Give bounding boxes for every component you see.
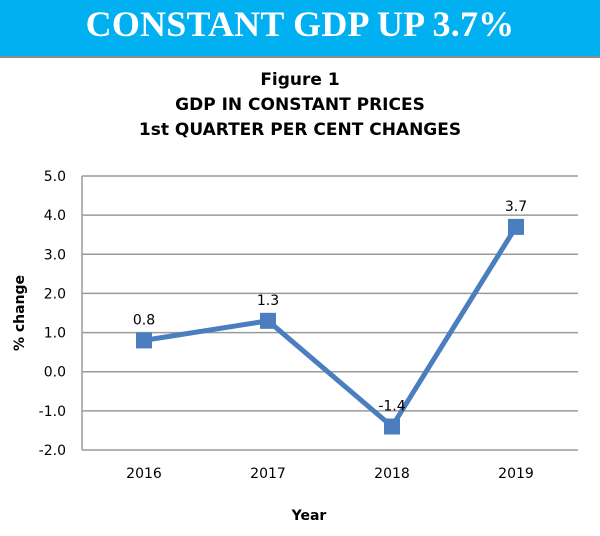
data-point-marker	[260, 312, 276, 329]
data-label: 1.3	[257, 293, 279, 309]
y-tick-label: -1.0	[39, 404, 66, 420]
x-tick-label: 2016	[126, 466, 162, 482]
y-axis-title: % change	[12, 275, 28, 351]
x-axis-title: Year	[291, 508, 327, 524]
y-tick-label: 1.0	[44, 326, 66, 342]
figure-titles: Figure 1 GDP IN CONSTANT PRICES 1st QUAR…	[0, 68, 600, 143]
data-label: 3.7	[505, 199, 527, 215]
figure-label: Figure 1	[260, 70, 340, 90]
x-tick-label: 2018	[374, 466, 410, 482]
x-tick-label: 2019	[498, 466, 534, 482]
headline: CONSTANT GDP UP 3.7%	[85, 4, 515, 44]
series-line	[143, 225, 519, 431]
y-tick-label: 4.0	[44, 208, 66, 224]
data-labels: 0.8 1.3 -1.4 3.7	[133, 199, 527, 415]
chart-title-line1: GDP IN CONSTANT PRICES	[175, 95, 425, 115]
data-point-marker	[508, 218, 524, 235]
y-tick-label: -2.0	[39, 443, 66, 459]
data-point-marker	[136, 332, 152, 349]
data-point-marker	[384, 418, 400, 435]
y-tick-label: 5.0	[44, 169, 66, 185]
x-tick-labels: 2016 2017 2018 2019	[126, 466, 534, 482]
x-tick-label: 2017	[250, 466, 286, 482]
data-label: -1.4	[378, 399, 405, 415]
y-tick-label: 0.0	[44, 365, 66, 381]
series-gdp	[136, 218, 524, 435]
y-tick-label: 3.0	[44, 247, 66, 263]
gridlines	[82, 175, 578, 451]
chart-title-line2: 1st QUARTER PER CENT CHANGES	[138, 120, 462, 140]
y-tick-labels: 5.0 4.0 3.0 2.0 1.0 0.0 -1.0 -2.0	[39, 169, 66, 459]
data-label: 0.8	[133, 312, 155, 328]
header-banner: CONSTANT GDP UP 3.7%	[0, 0, 600, 58]
y-tick-label: 2.0	[44, 286, 66, 302]
